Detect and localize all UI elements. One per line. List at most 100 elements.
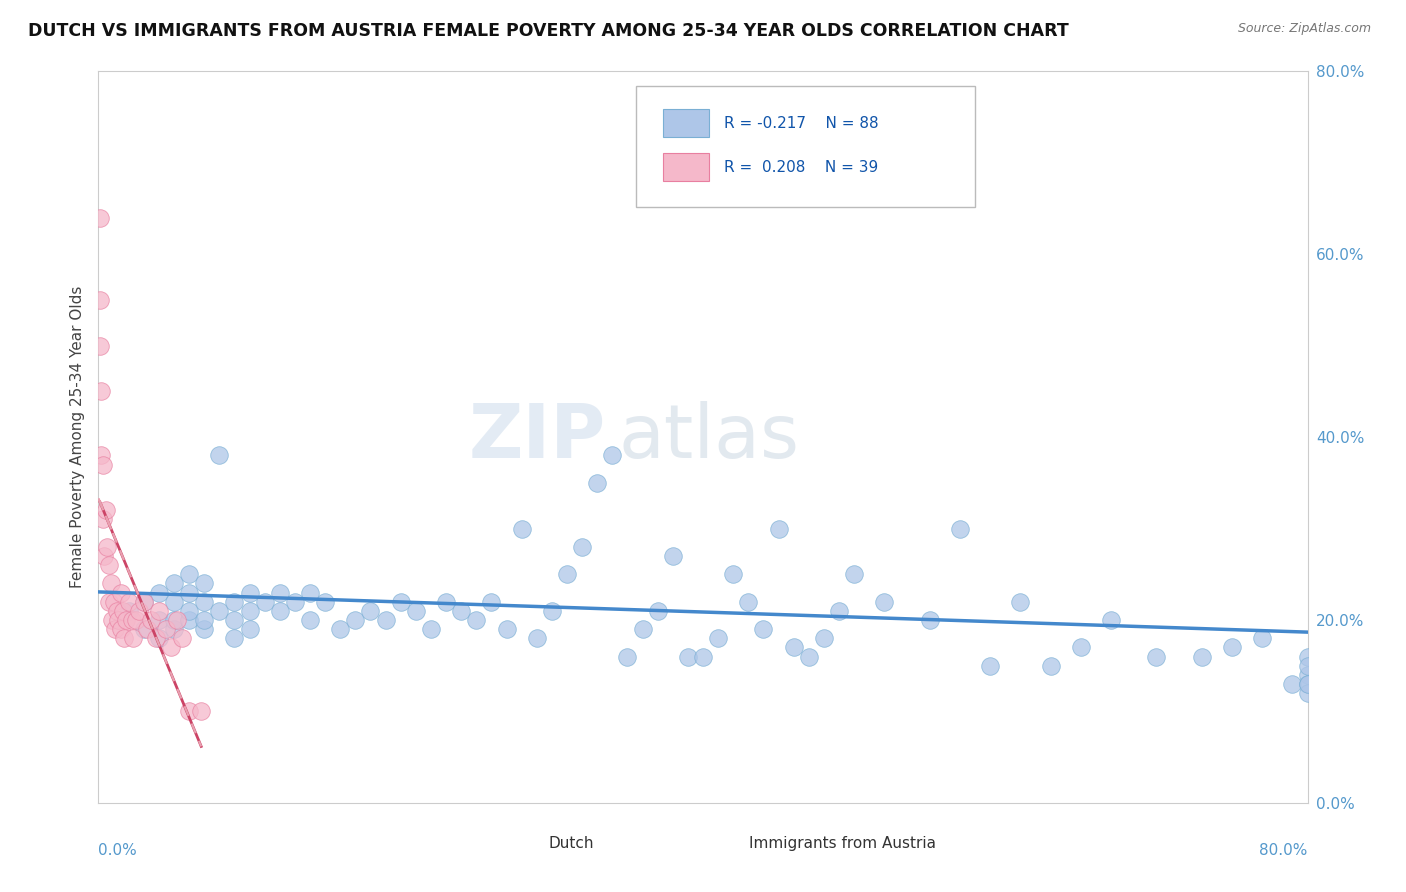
Point [737, 594, 759, 608]
Point [1296, 686, 1319, 700]
Text: Source: ZipAtlas.com: Source: ZipAtlas.com [1237, 22, 1371, 36]
Point [1070, 640, 1092, 655]
Point [148, 585, 170, 599]
Point [112, 632, 135, 646]
Text: R = -0.217    N = 88: R = -0.217 N = 88 [724, 116, 879, 131]
Point [1281, 677, 1303, 691]
Text: Immigrants from Austria: Immigrants from Austria [749, 836, 936, 851]
Point [89, 293, 111, 307]
Point [631, 622, 654, 636]
Point [510, 521, 533, 535]
Point [269, 604, 291, 618]
Point [224, 613, 246, 627]
FancyBboxPatch shape [709, 832, 740, 855]
Point [224, 632, 246, 646]
Point [661, 549, 683, 563]
Point [179, 604, 201, 618]
Point [540, 604, 562, 618]
Point [163, 576, 186, 591]
Point [344, 613, 367, 627]
Point [89, 338, 111, 352]
Point [208, 448, 231, 462]
Point [602, 448, 624, 462]
Point [329, 622, 352, 636]
Point [768, 521, 790, 535]
Point [193, 622, 215, 636]
Point [239, 622, 262, 636]
Point [1010, 594, 1032, 608]
Point [434, 594, 457, 608]
Point [148, 613, 170, 627]
Point [707, 632, 730, 646]
Point [299, 585, 322, 599]
Point [1144, 649, 1167, 664]
Point [179, 705, 201, 719]
Point [141, 613, 163, 627]
Point [1099, 613, 1122, 627]
Point [135, 622, 157, 636]
Point [132, 594, 155, 608]
Point [616, 649, 638, 664]
Point [1251, 632, 1274, 646]
Point [132, 594, 155, 608]
Point [299, 613, 322, 627]
Point [90, 448, 112, 462]
Point [889, 174, 911, 188]
Point [420, 622, 443, 636]
Point [481, 594, 503, 608]
Point [105, 604, 128, 618]
Point [1296, 658, 1319, 673]
Point [118, 594, 141, 608]
Point [405, 604, 427, 618]
Point [253, 594, 276, 608]
Point [111, 604, 134, 618]
Point [155, 622, 177, 636]
Point [125, 613, 148, 627]
Point [586, 475, 609, 490]
FancyBboxPatch shape [664, 110, 709, 137]
Point [284, 594, 307, 608]
Point [110, 622, 132, 636]
Point [676, 649, 699, 664]
Point [179, 585, 201, 599]
FancyBboxPatch shape [664, 153, 709, 181]
Point [828, 604, 851, 618]
Point [949, 521, 972, 535]
Point [163, 594, 186, 608]
Point [752, 622, 775, 636]
Point [374, 613, 396, 627]
Point [98, 558, 121, 573]
FancyBboxPatch shape [637, 86, 976, 207]
Point [314, 594, 336, 608]
Point [128, 604, 150, 618]
Point [107, 613, 129, 627]
Point [495, 622, 517, 636]
Text: 0.0%: 0.0% [98, 843, 138, 858]
Point [166, 613, 188, 627]
Point [163, 613, 186, 627]
Point [269, 585, 291, 599]
Point [90, 384, 112, 399]
Point [148, 604, 170, 618]
Point [1296, 677, 1319, 691]
Point [450, 604, 472, 618]
Point [1296, 677, 1319, 691]
Point [571, 540, 593, 554]
Text: 80.0%: 80.0% [1260, 843, 1308, 858]
Point [101, 613, 124, 627]
Text: DUTCH VS IMMIGRANTS FROM AUSTRIA FEMALE POVERTY AMONG 25-34 YEAR OLDS CORRELATIO: DUTCH VS IMMIGRANTS FROM AUSTRIA FEMALE … [28, 22, 1069, 40]
Point [555, 567, 578, 582]
Point [170, 632, 193, 646]
FancyBboxPatch shape [509, 832, 540, 855]
Point [193, 594, 215, 608]
Point [1191, 649, 1213, 664]
Text: Dutch: Dutch [548, 836, 593, 851]
Point [813, 632, 835, 646]
Point [797, 649, 820, 664]
Point [1220, 640, 1243, 655]
Point [224, 594, 246, 608]
Point [91, 512, 114, 526]
Point [89, 211, 111, 225]
Point [647, 604, 669, 618]
Point [104, 622, 127, 636]
